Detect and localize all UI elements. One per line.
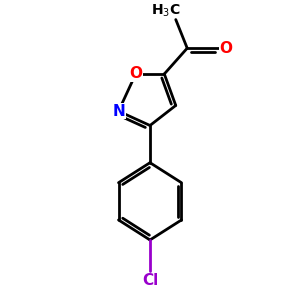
Text: Cl: Cl — [142, 272, 158, 287]
Text: O: O — [129, 67, 142, 82]
Text: N: N — [112, 104, 125, 119]
Text: H$_3$C: H$_3$C — [151, 3, 181, 19]
Text: O: O — [219, 41, 232, 56]
